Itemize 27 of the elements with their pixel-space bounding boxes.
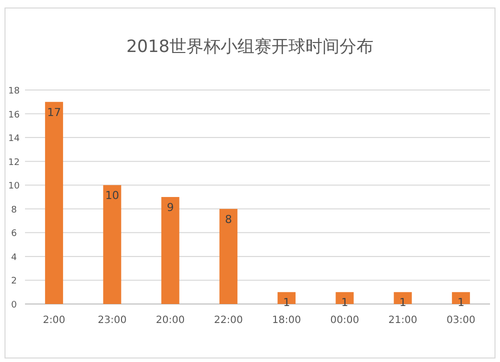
x-tick-label: 2:00 <box>42 315 66 326</box>
x-tick-label: 20:00 <box>156 315 185 326</box>
x-tick-label: 00:00 <box>330 315 360 326</box>
x-tick-label: 03:00 <box>446 315 476 326</box>
data-label: 9 <box>166 201 174 214</box>
x-tick-label: 23:00 <box>98 315 127 326</box>
chart-title: 2018世界杯小组赛开球时间分布 <box>126 37 374 57</box>
y-tick-label: 0 <box>11 300 18 310</box>
y-tick-label: 8 <box>11 205 18 216</box>
bar <box>161 197 180 304</box>
y-tick-label: 6 <box>11 229 18 240</box>
bar <box>219 208 238 304</box>
y-tick-label: 18 <box>8 86 20 96</box>
y-tick-label: 10 <box>8 182 20 192</box>
y-tick-label: 2 <box>11 276 17 287</box>
x-tick-label: 18:00 <box>272 315 301 326</box>
bar <box>103 185 122 304</box>
y-tick-label: 4 <box>11 252 18 263</box>
data-label: 17 <box>47 106 62 119</box>
y-tick-label: 16 <box>8 110 20 120</box>
x-tick-label: 21:00 <box>388 315 418 326</box>
y-tick-label: 14 <box>8 134 20 144</box>
y-tick-label: 12 <box>8 158 20 168</box>
x-tick-label: 22:00 <box>214 315 243 326</box>
data-label: 10 <box>105 189 120 202</box>
data-label: 8 <box>224 212 232 226</box>
bar <box>45 102 64 304</box>
